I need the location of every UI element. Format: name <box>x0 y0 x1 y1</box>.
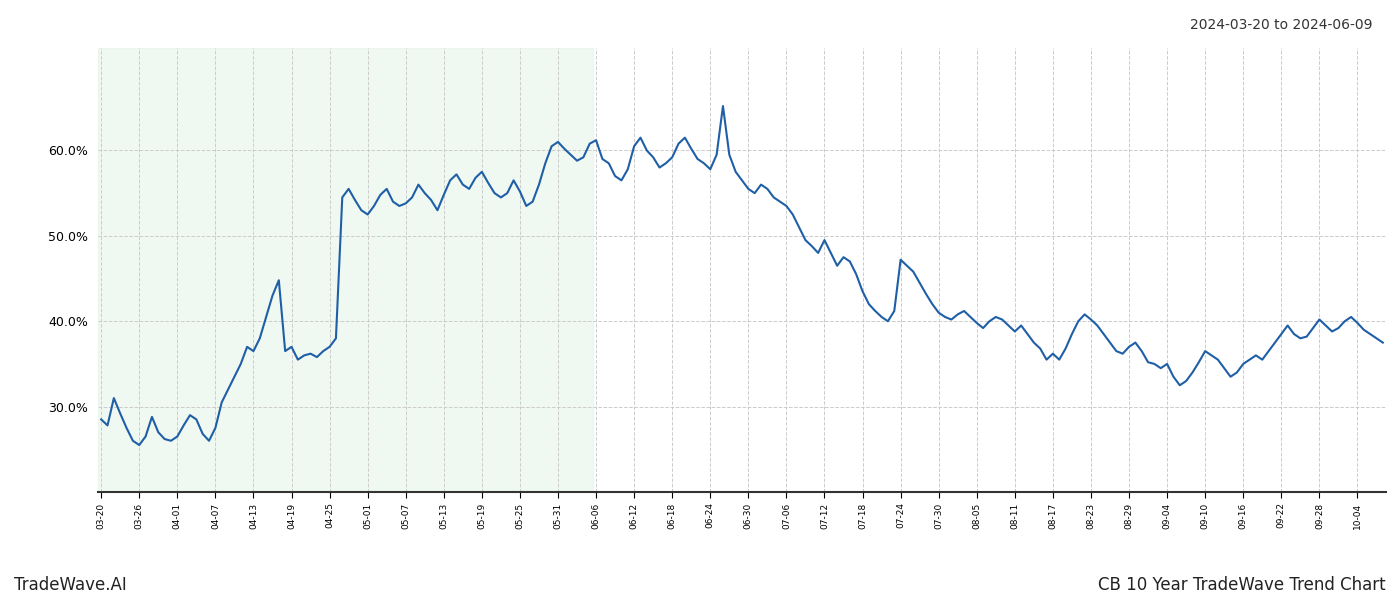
Bar <box>98 48 592 492</box>
Text: CB 10 Year TradeWave Trend Chart: CB 10 Year TradeWave Trend Chart <box>1099 576 1386 594</box>
Text: 2024-03-20 to 2024-06-09: 2024-03-20 to 2024-06-09 <box>1190 18 1372 32</box>
Text: TradeWave.AI: TradeWave.AI <box>14 576 127 594</box>
